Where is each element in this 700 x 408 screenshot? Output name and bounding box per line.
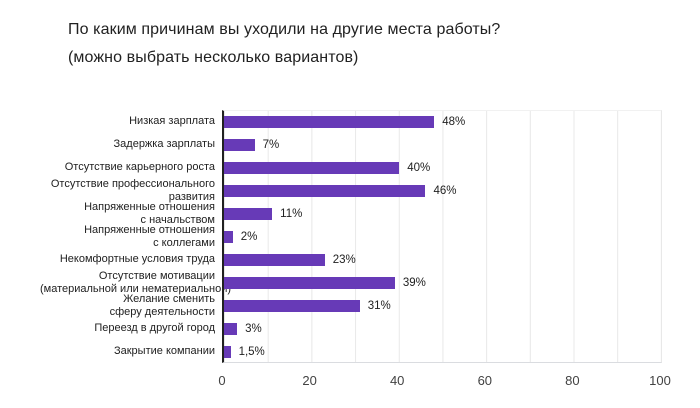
bar-track: 23%: [222, 253, 662, 266]
bar: [224, 276, 395, 289]
x-tick-label: 20: [302, 373, 317, 388]
bar-track: 39%: [222, 276, 662, 289]
chart-row: Закрытие компании 1,5%: [40, 340, 661, 363]
bar-track: 48%: [222, 115, 662, 128]
value-label: 48%: [442, 115, 466, 128]
value-label: 39%: [402, 276, 426, 289]
chart-row: Отсутствие профессионального развития 46%: [40, 178, 662, 203]
bar-track: 1,5%: [222, 345, 662, 358]
chart-row: Напряженные отношения с коллегами 2%: [40, 224, 662, 249]
value-label: 3%: [245, 322, 262, 335]
category-label: Отсутствие профессионального развития: [50, 178, 215, 203]
chart-rows: Низкая зарплата 48% Задержка зарплаты 7% Отс…: [40, 110, 661, 363]
x-tick-label: 80: [565, 373, 580, 388]
bar: [224, 184, 426, 197]
chart-row: Отсутствие карьерного роста 40%: [40, 156, 661, 179]
category-label: Задержка зарплаты: [113, 138, 215, 151]
category-label: Напряженные отношения с коллегами: [84, 224, 215, 249]
category-label: Низкая зарплата: [129, 115, 215, 128]
chart-title-line1: По каким причинам вы уходили на другие м…: [68, 21, 501, 38]
chart-row: Переезд в другой город 3%: [40, 317, 661, 340]
bar: [224, 253, 325, 266]
category-label: Закрытие компании: [113, 345, 215, 358]
chart-row: Отсутствие мотивации (материальной или не…: [40, 270, 662, 295]
bar: [224, 322, 238, 335]
value-label: 1,5%: [238, 345, 265, 358]
bar-track: 46%: [222, 184, 662, 197]
value-label: 23%: [332, 253, 356, 266]
bar-track: 11%: [222, 207, 662, 220]
chart-title: По каким причинам вы уходили на другие м…: [68, 16, 500, 72]
chart-row: Напряженные отношения с начальством 11%: [40, 201, 662, 226]
x-tick-label: 0: [218, 373, 226, 388]
category-label: Желание сменить сферу деятельности: [109, 293, 215, 318]
bar-track: 2%: [222, 230, 662, 243]
chart-plot: Низкая зарплата 48% Задержка зарплаты 7% Отс…: [40, 110, 680, 405]
category-label: Отсутствие мотивации (материальной или не…: [40, 270, 232, 295]
value-label: 2%: [240, 230, 258, 243]
x-tick-label: 40: [389, 373, 405, 388]
x-tick-label: 60: [477, 373, 493, 388]
bar-track: 40%: [222, 161, 662, 174]
bar: [224, 138, 255, 151]
value-label: 40%: [407, 161, 431, 174]
bar-track: 7%: [222, 138, 662, 151]
value-label: 46%: [433, 184, 457, 197]
chart-row: Желание сменить сферу деятельности 31%: [40, 293, 662, 318]
x-axis: 0 20 40 60 80 100: [218, 373, 670, 393]
bar: [224, 161, 400, 174]
plot-gridlines: [222, 110, 662, 363]
chart-row: Некомфортные условия труда 23%: [40, 248, 661, 271]
bar: [224, 207, 273, 220]
category-label: Напряженные отношения с начальством: [84, 201, 215, 226]
category-label: Отсутствие карьерного роста: [64, 161, 215, 174]
value-label: 31%: [367, 299, 391, 312]
bar: [224, 299, 360, 312]
bar-track: 31%: [222, 299, 662, 312]
value-label: 11%: [280, 207, 303, 220]
value-label: 7%: [262, 138, 280, 151]
category-label: Некомфортные условия труда: [59, 253, 215, 266]
bar-track: 3%: [222, 322, 662, 335]
category-label: Переезд в другой город: [94, 322, 215, 335]
chart-row: Низкая зарплата 48%: [40, 110, 661, 133]
chart-title-line2: (можно выбрать несколько вариантов): [68, 49, 359, 66]
bar: [224, 345, 231, 358]
x-tick-label: 100: [649, 373, 671, 388]
bar: [224, 115, 435, 128]
chart-row: Задержка зарплаты 7%: [40, 133, 661, 156]
bar: [224, 230, 233, 243]
